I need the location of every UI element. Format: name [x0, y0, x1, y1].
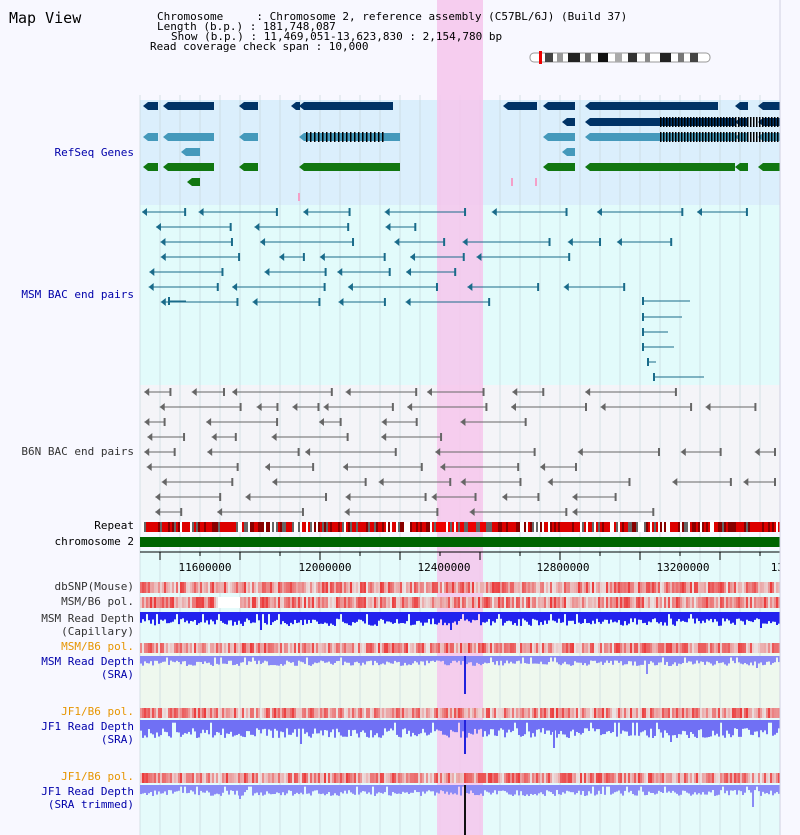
repeat-label: Repeat — [94, 519, 134, 532]
repeat-track[interactable] — [142, 522, 780, 532]
jf1-depth-sra-label[interactable]: JF1 Read Depth — [41, 720, 134, 733]
polymorphism-heat-tracks[interactable] — [140, 582, 780, 783]
refseq-genes-label[interactable]: RefSeq Genes — [54, 146, 134, 159]
axis-tick-label: 12400000 — [418, 561, 471, 574]
msm-bac-label[interactable]: MSM BAC end pairs — [21, 288, 134, 301]
page-title: Map View — [9, 9, 82, 27]
selected-region-highlight[interactable] — [437, 0, 483, 835]
chromosome-info: Chromosome : Chromosome 2, reference ass… — [157, 10, 628, 23]
show-range-info: Show (b.p.) : 11,469,051-13,623,830 : 2,… — [171, 30, 503, 43]
msm-depth-sra-sub: (SRA) — [100, 668, 134, 681]
jf1-b6-pol-label[interactable]: JF1/B6 pol. — [61, 705, 134, 718]
refseq-genes-track[interactable] — [143, 102, 780, 201]
msm-b6-pol-label[interactable]: MSM/B6 pol. — [61, 595, 134, 608]
length-info: Length (b.p.) : 181,748,087 — [157, 20, 336, 33]
axis-tick-label: 12000000 — [299, 561, 352, 574]
axis-tick-label: 12800000 — [537, 561, 590, 574]
chromosome-label: chromosome 2 — [54, 535, 134, 548]
chromosome-ideogram[interactable] — [529, 51, 711, 64]
b6n-bac-end-pairs-track[interactable] — [144, 388, 776, 516]
axis-tick-label: 13200000 — [657, 561, 710, 574]
jf1-depth-sra-sub: (SRA) — [100, 733, 134, 746]
msm-bac-end-pairs-track[interactable] — [142, 208, 748, 381]
msm-depth-capillary-sub: (Capillary) — [61, 625, 134, 638]
jf1-depth-trimmed-label[interactable]: JF1 Read Depth — [41, 785, 134, 798]
msm-depth-capillary-label[interactable]: MSM Read Depth — [41, 612, 134, 625]
jf1-depth-trimmed-sub: (SRA trimmed) — [47, 798, 134, 811]
read-depth-tracks[interactable] — [140, 612, 780, 835]
msm-depth-sra-label[interactable]: MSM Read Depth — [41, 655, 134, 668]
chromosome-bar[interactable] — [140, 537, 780, 547]
coverage-span-info: Read coverage check span : 10,000 — [150, 40, 369, 53]
jf1-b6-pol-2-label[interactable]: JF1/B6 pol. — [61, 770, 134, 783]
right-margin — [780, 0, 800, 835]
b6n-bac-label[interactable]: B6N BAC end pairs — [21, 445, 134, 458]
dbsnp-label[interactable]: dbSNP(Mouse) — [54, 580, 134, 593]
axis-tick-label: 11600000 — [179, 561, 232, 574]
msm-b6-pol-2-label[interactable]: MSM/B6 pol. — [61, 640, 134, 653]
